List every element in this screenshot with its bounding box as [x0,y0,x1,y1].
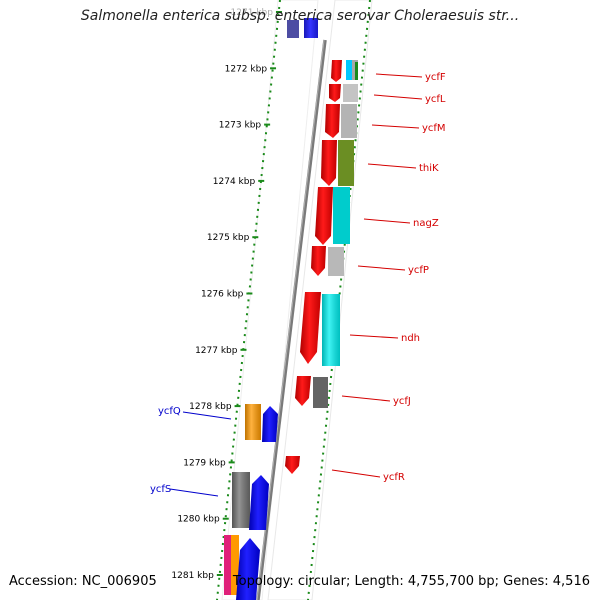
scale-tick-label: 1275 kbp [207,233,250,243]
gene-thiK[interactable] [321,140,354,186]
bottom-reverse-genes[interactable] [224,535,260,600]
gene-label-ycfF[interactable]: ycfF [425,72,446,83]
gene-label-ycfS[interactable]: ycfS [150,484,171,495]
gene-ndh[interactable] [300,292,340,366]
gene-ycfL[interactable] [329,84,358,102]
map-title: Salmonella enterica subsp. enterica sero… [80,8,520,24]
scale-tick-label: 1281 kbp [171,571,214,581]
gene-ycfF[interactable] [331,60,358,82]
scale-ticks: 1271 kbp 1272 kbp 1273 kbp 1274 kbp 1275 kbp… [171,8,282,581]
gene-label-thiK[interactable]: thiK [419,163,439,174]
gene-callouts [169,73,423,497]
scale-tick-label: 1271 kbp [231,8,274,18]
gene-label-ycfP[interactable]: ycfP [408,265,429,276]
gene-ycfJ[interactable] [295,376,328,408]
reverse-track-ribbon [221,0,319,600]
gene-ycfM[interactable] [325,104,357,138]
scale-tick-label: 1278 kbp [189,402,232,412]
topology-text: Topology: circular; Length: 4,755,700 bp… [232,574,590,589]
gene-ycfQ[interactable] [245,404,278,442]
gene-ycfP[interactable] [311,246,344,276]
gene-nagZ[interactable] [315,187,350,245]
top-reverse-genes[interactable] [287,18,318,38]
gene-label-ycfL[interactable]: ycfL [425,94,446,105]
gene-ycfS[interactable] [232,472,269,530]
gene-label-ycfR[interactable]: ycfR [383,472,405,483]
gene-label-ndh[interactable]: ndh [401,333,420,344]
inner-dotted-guide [216,0,281,600]
accession-text: Accession: NC_006905 [9,574,157,589]
scale-tick-label: 1277 kbp [195,346,238,356]
scale-tick-label: 1280 kbp [177,515,220,525]
scale-tick-label: 1273 kbp [219,121,262,131]
gene-label-ycfQ[interactable]: ycfQ [158,406,181,417]
scale-tick-label: 1276 kbp [201,290,244,300]
gene-ycfR[interactable] [285,456,300,474]
scale-tick-label: 1274 kbp [213,177,256,187]
scale-tick-label: 1272 kbp [225,64,268,74]
gene-label-ycfJ[interactable]: ycfJ [393,396,411,407]
gene-label-nagZ[interactable]: nagZ [413,218,439,229]
scale-tick-label: 1279 kbp [183,458,226,468]
gene-label-ycfM[interactable]: ycfM [422,123,446,134]
genome-backbone [256,39,327,600]
